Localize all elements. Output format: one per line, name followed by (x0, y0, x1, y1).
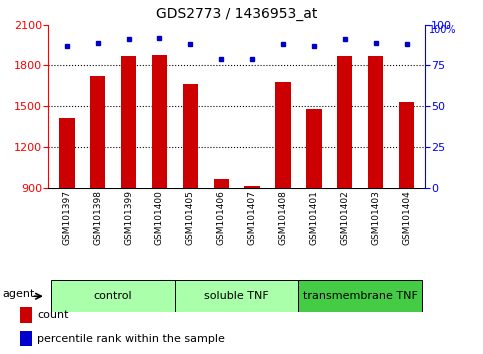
Bar (20, 331, 32, 347)
Text: GSM101404: GSM101404 (402, 190, 411, 245)
Text: agent: agent (2, 289, 35, 299)
Bar (399, 102, 414, 188)
Bar (51, 280, 175, 312)
Text: GSM101407: GSM101407 (248, 190, 256, 245)
Text: percentile rank within the sample: percentile rank within the sample (37, 333, 225, 344)
Text: transmembrane TNF: transmembrane TNF (303, 291, 418, 301)
Text: GSM101403: GSM101403 (371, 190, 380, 245)
Bar (337, 56, 353, 188)
Text: GSM101397: GSM101397 (62, 190, 71, 245)
Text: GSM101400: GSM101400 (155, 190, 164, 245)
Bar (213, 179, 229, 188)
Text: GSM101408: GSM101408 (279, 190, 287, 245)
Text: GSM101401: GSM101401 (310, 190, 318, 245)
Title: GDS2773 / 1436953_at: GDS2773 / 1436953_at (156, 7, 317, 21)
Bar (90, 76, 105, 188)
Text: control: control (94, 291, 132, 301)
Text: GSM101406: GSM101406 (217, 190, 226, 245)
Bar (275, 82, 291, 188)
Text: GSM101399: GSM101399 (124, 190, 133, 245)
Text: soluble TNF: soluble TNF (204, 291, 269, 301)
Bar (244, 186, 260, 188)
Bar (59, 118, 74, 188)
Bar (183, 85, 198, 188)
Bar (368, 56, 384, 188)
Bar (298, 280, 422, 312)
Bar (152, 55, 167, 188)
Bar (175, 280, 298, 312)
Text: count: count (37, 310, 69, 320)
Bar (20, 307, 32, 323)
Bar (306, 109, 322, 188)
Text: GSM101402: GSM101402 (340, 190, 349, 245)
Bar (121, 56, 136, 188)
Text: GSM101405: GSM101405 (186, 190, 195, 245)
Text: GSM101398: GSM101398 (93, 190, 102, 245)
Text: 100%: 100% (429, 25, 456, 35)
